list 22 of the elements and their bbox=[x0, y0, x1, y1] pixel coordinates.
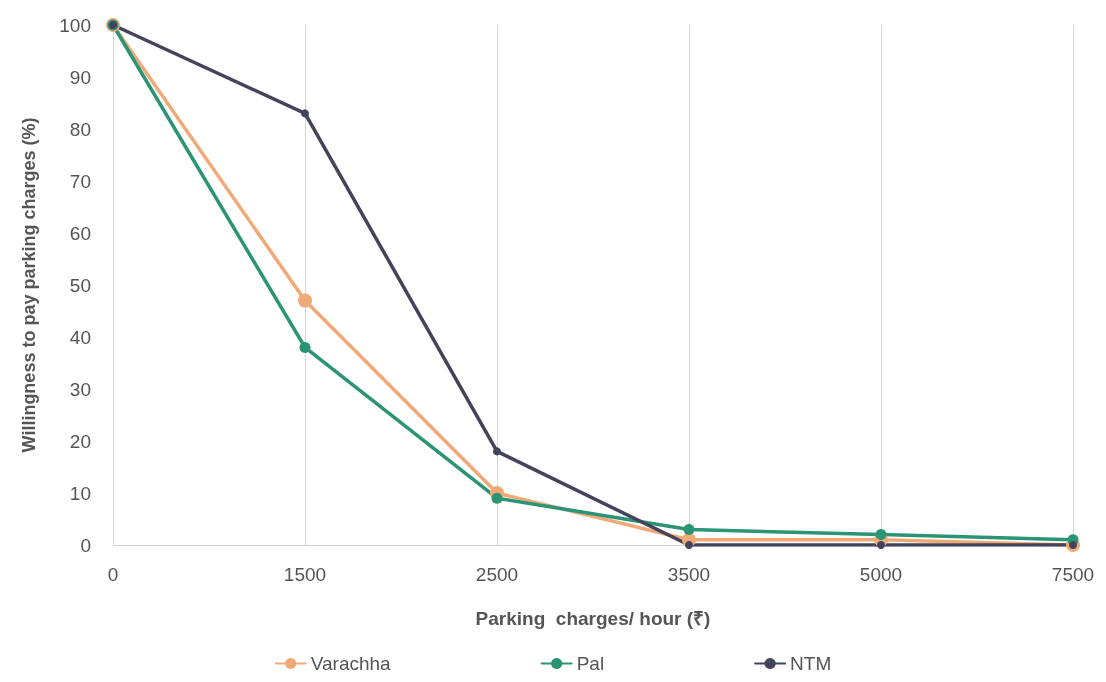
y-tick-label: 100 bbox=[59, 14, 91, 36]
y-tick-label: 70 bbox=[69, 170, 91, 192]
y-tick-label: 50 bbox=[69, 274, 91, 296]
x-tick-label: 2500 bbox=[475, 564, 519, 585]
y-tick-label: 30 bbox=[69, 378, 91, 400]
y-tick-label: 40 bbox=[69, 326, 91, 348]
y-tick-label: 20 bbox=[69, 430, 91, 452]
x-tick-label: 1500 bbox=[283, 564, 327, 585]
legend-label: Pal bbox=[576, 653, 605, 674]
x-tick-label: 5000 bbox=[859, 564, 903, 585]
legend-label: NTM bbox=[790, 653, 832, 674]
y-tick-label: 80 bbox=[69, 118, 91, 140]
y-axis-title: Willingness to pay parking charges (%) bbox=[19, 117, 39, 453]
x-tick-label: 3500 bbox=[667, 564, 711, 585]
y-tick-label: 90 bbox=[69, 66, 91, 88]
x-tick-label: 7500 bbox=[1051, 564, 1095, 585]
x-tick-label: 0 bbox=[107, 564, 119, 585]
y-tick-label: 10 bbox=[69, 482, 91, 504]
y-tick-label: 0 bbox=[80, 534, 91, 556]
legend-label: Varachha bbox=[310, 653, 392, 674]
y-tick-label: 60 bbox=[69, 222, 91, 244]
x-axis-title: Parking charges/ hour (₹) bbox=[475, 608, 711, 629]
